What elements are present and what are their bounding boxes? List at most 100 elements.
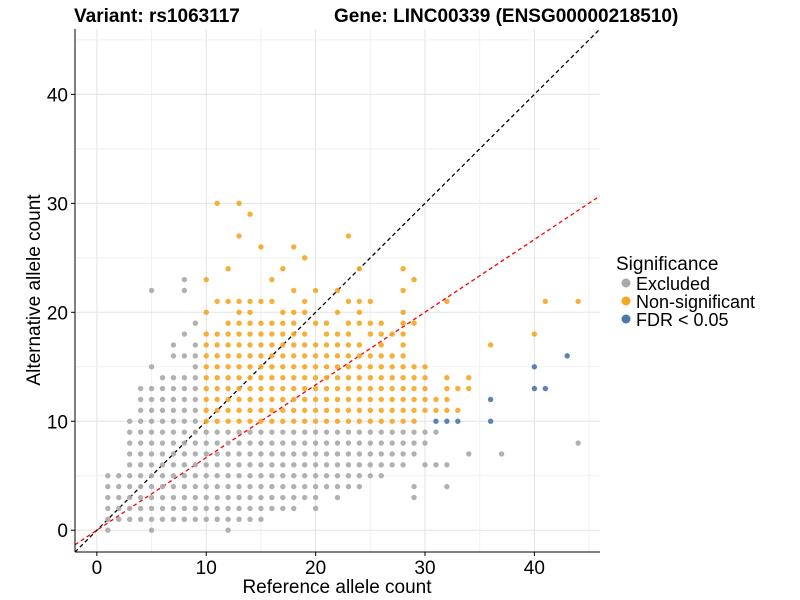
point-non-significant	[400, 331, 406, 337]
point-non-significant	[378, 407, 384, 414]
point-non-significant	[389, 407, 395, 414]
point-non-significant	[247, 320, 253, 326]
point-non-significant	[225, 385, 231, 392]
point-excluded	[312, 451, 319, 457]
point-non-significant	[334, 309, 341, 315]
point-excluded	[225, 440, 231, 446]
point-non-significant	[280, 331, 286, 337]
point-excluded	[236, 462, 242, 468]
point-non-significant	[356, 374, 363, 381]
point-non-significant	[455, 385, 461, 392]
point-excluded	[247, 494, 253, 501]
point-non-significant	[345, 407, 352, 414]
point-excluded	[116, 473, 122, 479]
point-excluded	[181, 287, 188, 294]
point-non-significant	[247, 331, 253, 337]
point-non-significant	[236, 320, 242, 326]
point-non-significant	[236, 364, 242, 370]
point-excluded	[192, 451, 199, 457]
point-excluded	[126, 418, 133, 424]
point-excluded	[148, 287, 155, 294]
point-non-significant	[312, 385, 319, 392]
point-non-significant	[323, 353, 330, 359]
point-non-significant	[378, 385, 384, 392]
point-non-significant	[444, 374, 450, 381]
point-non-significant	[214, 200, 220, 207]
point-excluded	[126, 462, 133, 468]
point-excluded	[137, 505, 144, 512]
point-non-significant	[334, 287, 341, 294]
point-excluded	[148, 494, 155, 501]
point-excluded	[214, 429, 220, 435]
point-non-significant	[247, 385, 253, 392]
point-excluded	[159, 396, 166, 403]
point-non-significant	[400, 320, 406, 326]
point-excluded	[444, 462, 450, 468]
point-excluded	[192, 440, 199, 446]
point-excluded	[203, 462, 209, 468]
point-excluded	[433, 429, 439, 435]
point-non-significant	[225, 342, 231, 348]
point-excluded	[159, 374, 166, 381]
x-axis-label: Reference allele count	[242, 577, 432, 598]
point-non-significant	[345, 331, 352, 337]
point-non-significant	[312, 407, 319, 414]
point-non-significant	[312, 320, 319, 326]
point-excluded	[225, 494, 231, 501]
x-tick-label: 40	[524, 558, 545, 579]
y-tick-label: 10	[47, 412, 68, 433]
point-excluded	[181, 418, 188, 424]
point-non-significant	[312, 364, 319, 370]
point-excluded	[389, 451, 395, 457]
point-non-significant	[356, 396, 363, 403]
point-non-significant	[280, 374, 286, 381]
point-non-significant	[269, 298, 275, 305]
point-non-significant	[247, 364, 253, 370]
point-excluded	[280, 451, 286, 457]
point-non-significant	[236, 418, 242, 424]
point-excluded	[291, 462, 297, 468]
point-non-significant	[356, 407, 363, 414]
point-non-significant	[389, 374, 395, 381]
point-non-significant	[258, 298, 264, 305]
point-excluded	[323, 462, 330, 468]
point-excluded	[389, 462, 395, 468]
point-excluded	[192, 396, 199, 403]
point-non-significant	[356, 320, 363, 326]
point-excluded	[378, 473, 384, 479]
point-non-significant	[312, 418, 319, 424]
point-non-significant	[301, 364, 308, 370]
point-non-significant	[378, 320, 384, 326]
point-non-significant	[356, 418, 363, 424]
point-excluded	[148, 505, 155, 512]
point-non-significant	[236, 298, 242, 305]
x-tick-label: 10	[196, 558, 217, 579]
point-excluded	[192, 483, 199, 490]
point-excluded	[159, 483, 166, 490]
point-excluded	[334, 494, 341, 501]
point-excluded	[105, 473, 111, 479]
point-non-significant	[487, 342, 494, 348]
point-non-significant	[400, 309, 406, 315]
point-non-significant	[367, 396, 374, 403]
legend: Significance Excluded Non-significant FD…	[616, 254, 755, 330]
point-excluded	[105, 483, 111, 490]
point-excluded	[181, 407, 188, 414]
point-non-significant	[312, 396, 319, 403]
point-excluded	[258, 451, 264, 457]
point-non-significant	[269, 331, 275, 337]
point-non-significant	[389, 418, 395, 424]
point-non-significant	[334, 385, 341, 392]
point-excluded	[181, 494, 188, 501]
point-excluded	[116, 516, 122, 523]
point-excluded	[345, 483, 352, 490]
point-non-significant	[269, 342, 275, 348]
point-excluded	[236, 483, 242, 490]
point-non-significant	[400, 287, 406, 294]
point-excluded	[126, 494, 133, 501]
point-non-significant	[345, 396, 352, 403]
point-excluded	[170, 385, 177, 392]
point-non-significant	[444, 298, 450, 305]
point-non-significant	[280, 396, 286, 403]
point-excluded	[280, 440, 286, 446]
